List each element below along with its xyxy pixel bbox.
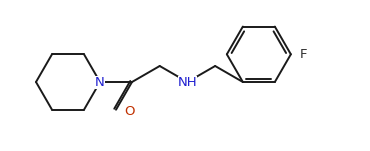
Text: F: F [300,48,307,61]
Text: NH: NH [178,76,197,88]
Text: O: O [124,105,135,118]
Text: N: N [95,76,105,88]
